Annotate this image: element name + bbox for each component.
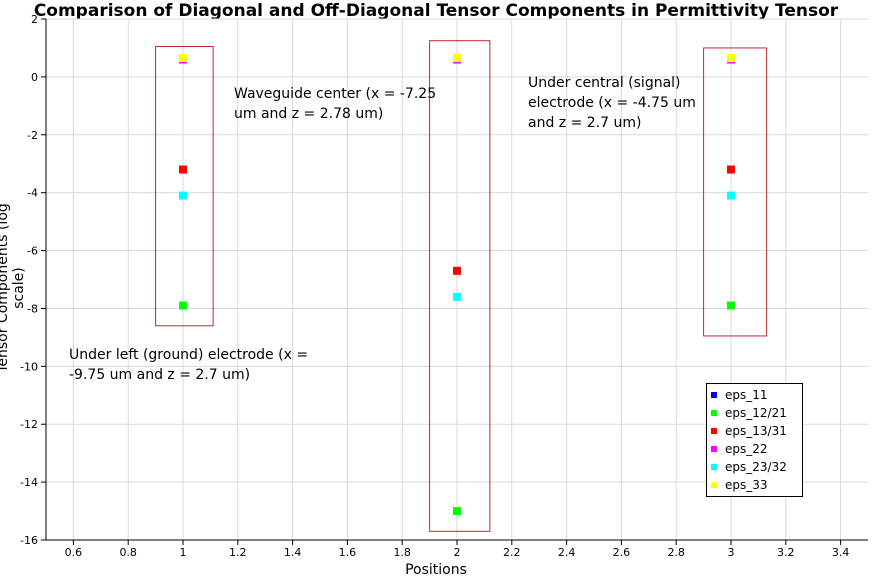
legend-swatch (711, 392, 717, 398)
legend-swatch (711, 428, 717, 434)
y-tick-labels: 2 0 -2 -4 -6 -8 -10 -12 -14 -16 (20, 13, 38, 547)
legend-label: eps_33 (725, 478, 768, 492)
y-tick-label: -10 (20, 360, 38, 373)
annotation-central-electrode: Under central (signal) electrode (x = -4… (528, 73, 696, 133)
y-tick-label: -8 (27, 302, 38, 315)
legend-swatch (711, 482, 717, 488)
x-axis-label: Positions (405, 562, 467, 578)
x-tick-label: 2.4 (558, 546, 576, 559)
highlight-box (155, 45, 214, 327)
x-tick-label: 1 (180, 546, 187, 559)
legend-label: eps_12/21 (725, 406, 787, 420)
data-point (179, 191, 187, 200)
legend-label: eps_11 (725, 388, 768, 402)
data-point (453, 266, 461, 275)
y-tick-label: 2 (31, 13, 38, 26)
data-point (453, 292, 461, 301)
x-tick-label: 2.2 (503, 546, 521, 559)
y-tick-label: -2 (27, 129, 38, 142)
x-tick-label: 2 (454, 546, 461, 559)
annotation-line: um and z = 2.78 um) (234, 106, 384, 122)
annotation-line: -9.75 um and z = 2.7 um) (69, 367, 251, 383)
legend-item: eps_23/32 (711, 458, 798, 476)
legend-label: eps_22 (725, 442, 768, 456)
x-tick-label: 1.2 (229, 546, 247, 559)
data-point (727, 191, 735, 200)
x-tick-label: 3.2 (777, 546, 795, 559)
legend-label: eps_23/32 (725, 460, 787, 474)
y-tick-label: -12 (20, 418, 38, 431)
legend-swatch (711, 446, 717, 452)
y-tick-label: -6 (27, 245, 38, 258)
x-tick-label: 3 (728, 546, 735, 559)
annotation-line: Waveguide center (x = -7.25 (234, 86, 437, 102)
legend: eps_11 eps_12/21 eps_13/31 eps_22 eps_23… (706, 383, 803, 497)
annotation-line: Under left (ground) electrode (x = (69, 347, 309, 363)
legend-swatch (711, 410, 717, 416)
legend-item: eps_11 (711, 386, 798, 404)
annotation-line: and z = 2.7 um) (528, 115, 642, 131)
x-tick-label: 3.4 (832, 546, 850, 559)
y-tick-label: -16 (20, 534, 38, 547)
x-tick-label: 2.6 (613, 546, 631, 559)
y-tick-label: -4 (27, 187, 38, 200)
data-point (179, 54, 187, 63)
data-point (179, 165, 187, 174)
x-tick-labels: 0.6 0.8 1 1.2 1.4 1.6 1.8 2 2.2 2.4 2.6 2.8 3 3.2 3.4 (65, 546, 850, 559)
highlight-boxes (155, 40, 768, 532)
highlight-box (429, 40, 491, 532)
data-point (179, 301, 187, 310)
y-tick-label: -14 (20, 476, 38, 489)
highlight-box (703, 47, 768, 337)
x-tick-label: 1.8 (393, 546, 411, 559)
y-axis-label: Tensor Components (log scale) (0, 203, 27, 373)
data-point (727, 301, 735, 310)
data-point (453, 507, 461, 516)
legend-item: eps_22 (711, 440, 798, 458)
annotation-left-electrode: Under left (ground) electrode (x = -9.75… (69, 345, 308, 385)
data-point (727, 165, 735, 174)
x-tick-label: 1.6 (339, 546, 357, 559)
legend-item: eps_12/21 (711, 404, 798, 422)
legend-item: eps_13/31 (711, 422, 798, 440)
annotation-line: electrode (x = -4.75 um (528, 95, 696, 111)
legend-swatch (711, 464, 717, 470)
data-point (727, 54, 735, 63)
data-points (179, 54, 735, 516)
annotation-waveguide: Waveguide center (x = -7.25 um and z = 2… (234, 84, 436, 124)
annotation-line: Under central (signal) (528, 75, 681, 91)
x-grid (72, 19, 842, 545)
x-tick-label: 1.4 (284, 546, 302, 559)
x-tick-label: 2.8 (667, 546, 685, 559)
x-tick-label: 0.6 (65, 546, 83, 559)
legend-label: eps_13/31 (725, 424, 787, 438)
legend-item: eps_33 (711, 476, 798, 494)
y-tick-label: 0 (31, 71, 38, 84)
data-point (453, 54, 461, 63)
x-tick-label: 0.8 (119, 546, 137, 559)
chart-title: Comparison of Diagonal and Off-Diagonal … (33, 1, 839, 21)
